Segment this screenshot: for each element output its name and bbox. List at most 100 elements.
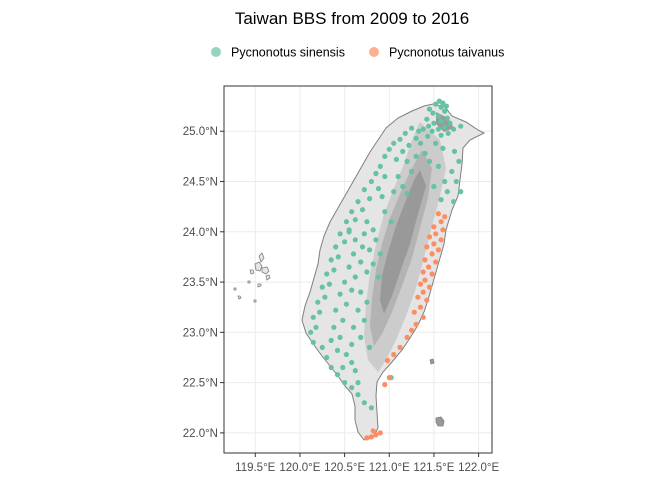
y-tick-label: 24.5°N [183,177,218,189]
point-sinensis [331,324,337,330]
point-sinensis [451,199,457,205]
point-sinensis [422,150,428,156]
point-taivanus [433,231,439,237]
point-sinensis [333,244,339,250]
point-sinensis [447,120,453,126]
point-sinensis [400,148,406,154]
panel-border [223,85,493,454]
legend-label-taivanus: Pycnonotus taivanus [389,46,504,60]
point-sinensis [361,231,367,237]
point-sinensis [397,136,403,142]
elevation-bands [364,112,454,372]
point-sinensis [370,227,376,233]
y-tick-label: 23.5°N [183,277,218,289]
point-sinensis [435,113,441,119]
point-taivanus [435,247,441,253]
point-sinensis [359,207,366,213]
point-sinensis [319,344,325,350]
point-sinensis [368,405,374,411]
point-sinensis [310,339,316,345]
point-sinensis [367,196,373,202]
point-taivanus [422,257,428,263]
point-sinensis [342,279,348,285]
point-taivanus [429,271,435,277]
point-taivanus [409,327,415,333]
point-sinensis [382,153,388,159]
point-taivanus [440,227,446,233]
point-sinensis [409,168,415,175]
map-panel [223,85,493,454]
point-sinensis [370,261,376,267]
point-sinensis [377,251,383,257]
point-sinensis [393,156,399,162]
x-tick-label: 120.5°E [324,462,365,474]
point-sinensis [425,133,431,139]
point-taivanus [368,434,374,440]
point-sinensis [440,145,446,151]
point-sinensis [442,108,448,114]
point-sinensis [331,267,337,273]
point-taivanus [404,334,410,340]
point-sinensis [352,274,358,280]
point-taivanus [422,277,428,283]
point-sinensis [355,199,361,205]
point-sinensis [426,158,433,164]
point-sinensis [438,104,444,110]
y-tick-label: 22.0°N [183,428,218,440]
point-taivanus [426,284,433,290]
point-sinensis [337,334,343,340]
point-sinensis [444,115,450,121]
point-sinensis [375,274,382,280]
point-sinensis [308,329,314,335]
point-sinensis [350,324,357,330]
point-sinensis [382,173,388,180]
point-sinensis [438,132,444,138]
point-sinensis [458,123,464,129]
point-sinensis [426,106,433,112]
point-sinensis [349,341,355,347]
x-tick-label: 120.0°E [279,462,320,474]
point-sinensis [328,364,334,371]
legend-swatch-taivanus [369,47,379,57]
point-sinensis [349,359,355,366]
point-sinensis [431,183,437,190]
point-taivanus [391,351,397,358]
point-sinensis [361,317,367,323]
x-tick-label: 122.0°E [458,462,499,474]
y-tick-label: 23.0°N [183,327,218,339]
point-sinensis [328,257,334,263]
point-sinensis [364,219,370,225]
point-sinensis [355,380,361,386]
point-sinensis [340,317,346,323]
point-sinensis [349,287,355,293]
point-sinensis [352,237,358,243]
point-taivanus [442,214,448,220]
point-sinensis [382,209,388,215]
point-sinensis [443,103,449,109]
point-taivanus [435,211,441,217]
eastern-islets [429,358,445,427]
point-sinensis [333,307,339,313]
point-sinensis [368,178,374,185]
point-taivanus [413,321,419,327]
point-sinensis [319,284,325,290]
point-sinensis [391,140,397,146]
point-sinensis [317,309,323,315]
point-sinensis [337,291,343,297]
point-taivanus [377,430,383,436]
point-sinensis [352,217,358,223]
point-sinensis [416,128,422,134]
point-sinensis [355,392,361,398]
point-taivanus [417,281,424,287]
point-sinensis [442,124,448,130]
y-axis: 22.0°N 22.5°N 23.0°N 23.5°N 24.0°N 24.5°N 25.0… [183,126,224,440]
point-sinensis [386,146,392,152]
point-taivanus [386,375,392,381]
point-taivanus [420,289,426,295]
point-sinensis [404,191,410,197]
point-sinensis [430,110,436,116]
point-sinensis [451,126,457,132]
point-sinensis [359,244,366,250]
chart-title: Taiwan BBS from 2009 to 2016 [235,9,469,28]
